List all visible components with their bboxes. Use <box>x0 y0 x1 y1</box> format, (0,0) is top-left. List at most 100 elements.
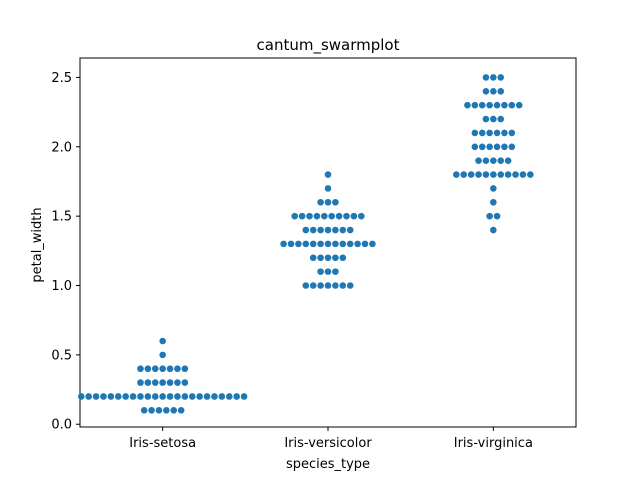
data-point <box>339 254 347 262</box>
data-point <box>490 74 497 81</box>
data-point <box>302 226 310 234</box>
y-tick-label: 1.0 <box>51 279 72 294</box>
data-point <box>174 393 181 400</box>
data-point <box>482 74 490 81</box>
data-point <box>493 101 501 109</box>
data-point <box>177 407 185 414</box>
data-point <box>332 240 339 248</box>
data-point <box>291 212 299 220</box>
data-point <box>203 393 211 400</box>
data-point <box>309 240 317 248</box>
data-point <box>490 185 497 192</box>
data-point <box>324 282 332 289</box>
data-point <box>339 240 347 248</box>
data-point <box>324 254 332 262</box>
data-point <box>114 393 122 400</box>
data-point <box>298 212 306 220</box>
data-point <box>137 365 144 373</box>
data-point <box>335 212 343 220</box>
data-point <box>240 393 248 400</box>
data-point <box>159 393 166 400</box>
data-point <box>346 240 354 248</box>
data-point <box>493 212 501 220</box>
data-point <box>313 212 321 220</box>
data-point <box>225 393 233 400</box>
data-point <box>306 212 313 220</box>
y-tick-label: 2.0 <box>51 140 72 155</box>
y-tick-label: 0.5 <box>51 348 72 363</box>
data-point <box>339 226 347 234</box>
data-point <box>129 393 137 400</box>
data-point <box>324 198 332 206</box>
data-point <box>471 129 479 137</box>
data-point <box>358 212 365 220</box>
data-point <box>497 74 505 81</box>
data-point <box>471 101 479 109</box>
data-point <box>501 101 508 109</box>
data-point <box>324 185 332 192</box>
y-tick-label: 1.5 <box>51 210 72 225</box>
x-axis: Iris-setosa Iris-versicolor Iris-virginica <box>129 427 533 451</box>
data-point <box>122 393 129 400</box>
data-point <box>148 407 155 414</box>
data-point <box>144 393 152 400</box>
data-point <box>504 171 512 178</box>
data-point <box>174 379 181 386</box>
data-point <box>332 226 339 234</box>
data-point <box>490 226 497 234</box>
data-point <box>151 393 159 400</box>
data-point <box>163 407 170 414</box>
data-point <box>144 379 152 386</box>
data-point <box>493 129 501 137</box>
x-axis-label: species_type <box>286 457 370 472</box>
data-point <box>332 282 339 289</box>
data-point <box>493 143 501 151</box>
data-point <box>280 240 287 248</box>
data-point <box>166 393 174 400</box>
data-point <box>159 337 166 345</box>
data-point <box>181 379 189 386</box>
data-point <box>332 254 339 262</box>
data-point <box>490 157 497 164</box>
data-point <box>159 379 166 386</box>
data-point <box>490 87 497 95</box>
data-point <box>471 143 479 151</box>
data-point <box>486 129 493 137</box>
data-point <box>475 171 482 178</box>
data-point <box>309 226 317 234</box>
data-point <box>527 171 534 178</box>
data-point <box>317 198 324 206</box>
data-point <box>140 407 148 414</box>
data-point <box>497 87 505 95</box>
data-point <box>137 379 144 386</box>
data-point <box>137 393 144 400</box>
data-point <box>346 226 354 234</box>
data-point <box>478 129 486 137</box>
data-point <box>302 240 310 248</box>
data-point <box>181 365 189 373</box>
data-point <box>453 171 460 178</box>
data-point <box>350 212 358 220</box>
data-point <box>155 407 163 414</box>
data-point <box>475 157 482 164</box>
data-point <box>346 282 354 289</box>
data-point <box>324 268 332 275</box>
data-point <box>497 157 505 164</box>
data-point <box>501 143 508 151</box>
data-point <box>460 171 468 178</box>
y-tick-label: 2.5 <box>51 71 72 86</box>
data-point <box>332 198 339 206</box>
data-point <box>309 254 317 262</box>
data-point <box>332 268 339 275</box>
data-point <box>369 240 376 248</box>
data-point <box>151 379 159 386</box>
data-point <box>317 268 324 275</box>
data-point <box>317 254 324 262</box>
data-point <box>339 282 347 289</box>
x-tick-label: Iris-versicolor <box>284 436 372 451</box>
data-point <box>170 407 178 414</box>
data-point <box>218 393 226 400</box>
data-point <box>328 212 336 220</box>
data-point <box>321 212 328 220</box>
